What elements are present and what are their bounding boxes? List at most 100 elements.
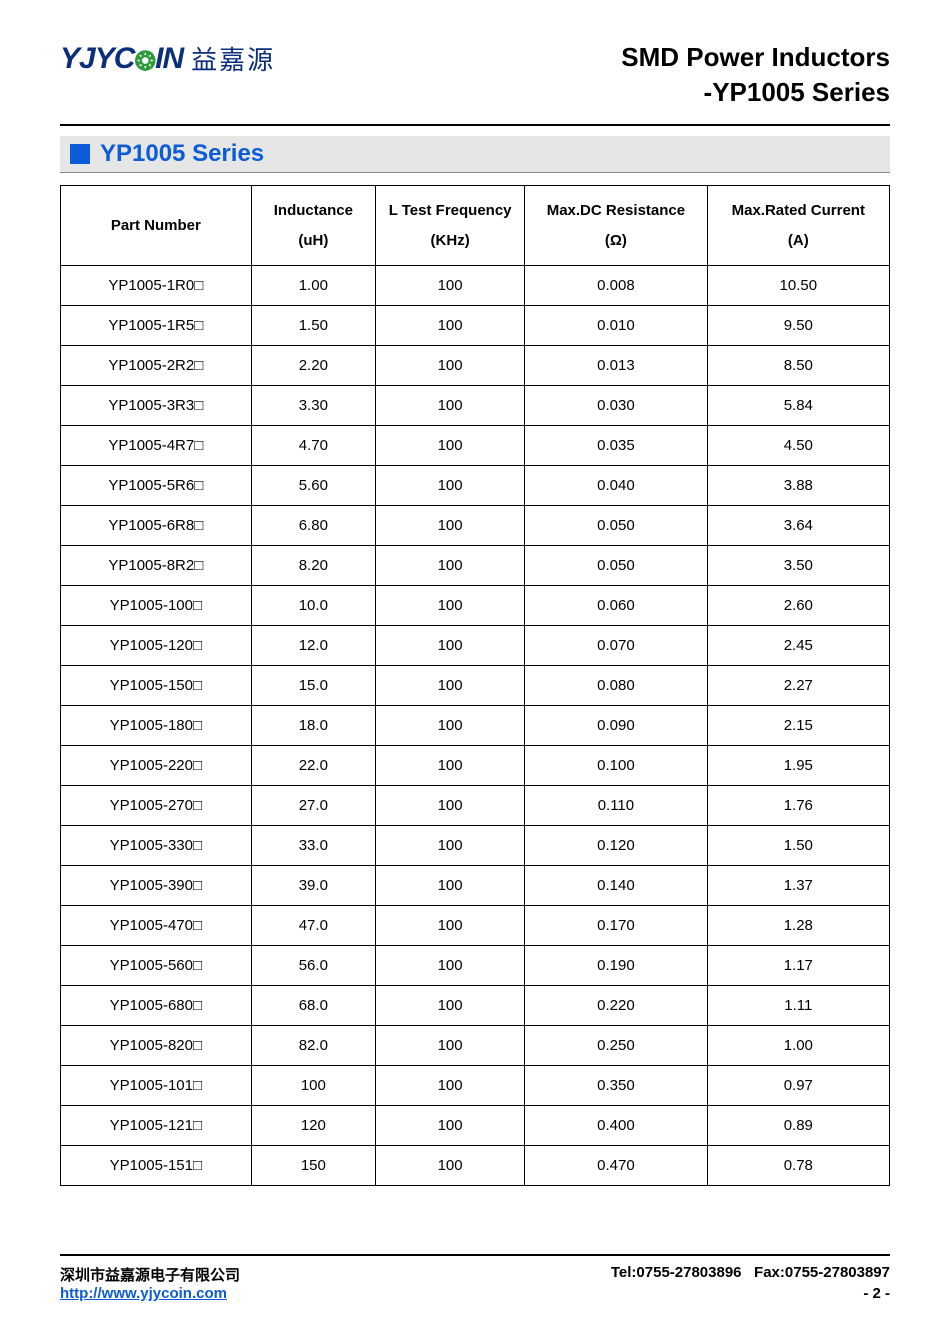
table-row: YP1005-151□1501000.4700.78 [61,1146,890,1186]
value-cell: 1.00 [707,1026,889,1066]
title-line-2: -YP1005 Series [621,75,890,110]
value-cell: 100 [376,1106,525,1146]
value-cell: 82.0 [251,1026,375,1066]
column-header: L Test Frequency(KHz) [376,186,525,266]
suffix-placeholder-icon: □ [193,1157,202,1174]
logo-text-p2: IN [155,42,183,75]
suffix-placeholder-icon: □ [193,717,202,734]
part-number-cell: YP1005-220□ [61,746,252,786]
value-cell: 12.0 [251,626,375,666]
value-cell: 1.28 [707,906,889,946]
value-cell: 2.15 [707,706,889,746]
column-label: Max.DC Resistance [547,202,685,219]
value-cell: 8.50 [707,346,889,386]
value-cell: 100 [376,826,525,866]
part-number-cell: YP1005-560□ [61,946,252,986]
suffix-placeholder-icon: □ [194,477,203,494]
column-header: Inductance(uH) [251,186,375,266]
suffix-placeholder-icon: □ [193,917,202,934]
value-cell: 2.60 [707,586,889,626]
suffix-placeholder-icon: □ [193,637,202,654]
part-number-cell: YP1005-150□ [61,666,252,706]
part-number-cell: YP1005-101□ [61,1066,252,1106]
series-heading-bar: YP1005 Series [60,136,890,173]
value-cell: 100 [376,466,525,506]
suffix-placeholder-icon: □ [193,677,202,694]
logo-text-p1: YJYC [60,42,134,75]
value-cell: 6.80 [251,506,375,546]
value-cell: 4.50 [707,426,889,466]
value-cell: 3.88 [707,466,889,506]
value-cell: 18.0 [251,706,375,746]
part-number-cell: YP1005-180□ [61,706,252,746]
part-number-cell: YP1005-6R8□ [61,506,252,546]
value-cell: 100 [376,986,525,1026]
value-cell: 1.76 [707,786,889,826]
value-cell: 100 [376,786,525,826]
value-cell: 27.0 [251,786,375,826]
company-name: 深圳市益嘉源电子有限公司 [60,1264,240,1285]
suffix-placeholder-icon: □ [193,997,202,1014]
table-row: YP1005-390□39.01000.1401.37 [61,866,890,906]
value-cell: 3.30 [251,386,375,426]
value-cell: 120 [251,1106,375,1146]
value-cell: 1.95 [707,746,889,786]
suffix-placeholder-icon: □ [194,277,203,294]
value-cell: 22.0 [251,746,375,786]
value-cell: 2.45 [707,626,889,666]
document-title: SMD Power Inductors -YP1005 Series [621,40,890,110]
part-number-cell: YP1005-390□ [61,866,252,906]
suffix-placeholder-icon: □ [193,837,202,854]
value-cell: 0.008 [525,266,707,306]
footer-row-1: 深圳市益嘉源电子有限公司 Tel:0755-27803896 Fax:0755-… [60,1264,890,1285]
value-cell: 1.37 [707,866,889,906]
value-cell: 100 [376,386,525,426]
title-line-1: SMD Power Inductors [621,40,890,75]
value-cell: 47.0 [251,906,375,946]
value-cell: 0.110 [525,786,707,826]
column-unit: (A) [712,231,885,251]
value-cell: 100 [376,586,525,626]
value-cell: 5.60 [251,466,375,506]
table-row: YP1005-3R3□3.301000.0305.84 [61,386,890,426]
table-row: YP1005-820□82.01000.2501.00 [61,1026,890,1066]
suffix-placeholder-icon: □ [194,357,203,374]
suffix-placeholder-icon: □ [194,557,203,574]
tel-text: Tel:0755-27803896 [611,1264,742,1281]
value-cell: 0.140 [525,866,707,906]
suffix-placeholder-icon: □ [193,1077,202,1094]
logo-english: YJYC❂IN [60,42,183,76]
table-row: YP1005-150□15.01000.0802.27 [61,666,890,706]
value-cell: 100 [376,666,525,706]
column-label: Part Number [111,217,201,234]
part-number-cell: YP1005-100□ [61,586,252,626]
suffix-placeholder-icon: □ [193,957,202,974]
spec-table-body: YP1005-1R0□1.001000.00810.50YP1005-1R5□1… [61,266,890,1186]
value-cell: 8.20 [251,546,375,586]
value-cell: 3.50 [707,546,889,586]
value-cell: 68.0 [251,986,375,1026]
part-number-cell: YP1005-270□ [61,786,252,826]
logo: YJYC❂IN 益嘉源 [60,40,275,77]
table-row: YP1005-270□27.01000.1101.76 [61,786,890,826]
leaf-icon: ❂ [134,46,155,77]
column-header: Max.Rated Current(A) [707,186,889,266]
table-row: YP1005-560□56.01000.1901.17 [61,946,890,986]
suffix-placeholder-icon: □ [193,1037,202,1054]
spec-table-head: Part Number Inductance(uH)L Test Frequenc… [61,186,890,266]
value-cell: 100 [376,866,525,906]
value-cell: 100 [376,906,525,946]
value-cell: 0.400 [525,1106,707,1146]
part-number-cell: YP1005-121□ [61,1106,252,1146]
value-cell: 9.50 [707,306,889,346]
value-cell: 0.220 [525,986,707,1026]
value-cell: 100 [376,1146,525,1186]
part-number-cell: YP1005-330□ [61,826,252,866]
page-number: - 2 - [863,1285,890,1302]
value-cell: 150 [251,1146,375,1186]
part-number-cell: YP1005-2R2□ [61,346,252,386]
company-url-link[interactable]: http://www.yjycoin.com [60,1285,227,1302]
table-row: YP1005-180□18.01000.0902.15 [61,706,890,746]
value-cell: 1.50 [251,306,375,346]
table-row: YP1005-101□1001000.3500.97 [61,1066,890,1106]
